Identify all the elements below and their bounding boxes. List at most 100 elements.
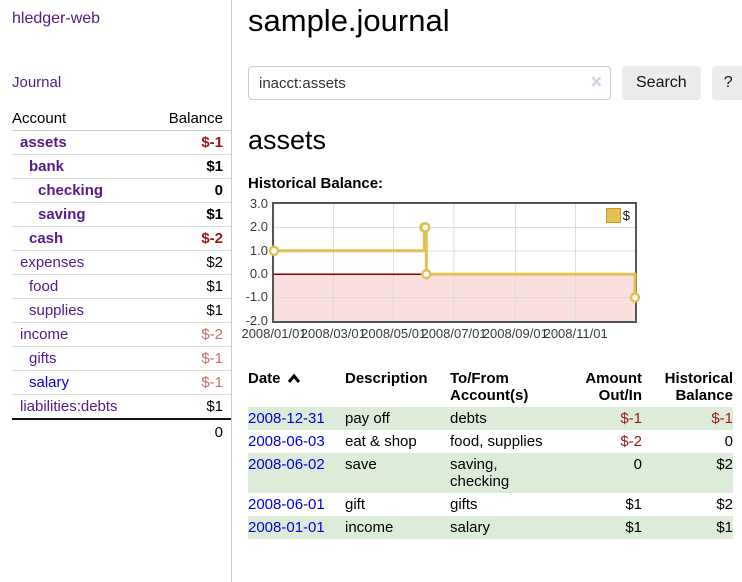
account-link[interactable]: salary [29,374,70,391]
account-balance: $-1 [201,350,223,367]
legend-swatch [605,207,621,223]
register-header-accounts: To/From Account(s) [450,369,529,404]
x-tick-label: 2008/05/01 [361,325,427,341]
main-content: sample.journal × Search ? assets Histori… [232,0,742,582]
account-link[interactable]: liabilities:debts [20,398,118,415]
account-balance: $-1 [201,134,223,151]
y-tick-label: -1.0 [245,289,268,305]
account-row: liabilities:debts $1 [12,394,231,420]
account-link[interactable]: checking [38,182,104,199]
chart-plot-area: $ 3.0 2.0 1.0 0.0 -1.0 -2.0 2008/01/01 2008/03… [241,196,641,341]
transaction-accounts-text: debts [450,409,487,427]
x-tick-label: 2008/03/01 [300,325,366,341]
account-name-cell: checking [12,179,150,203]
transaction-date-link[interactable]: 2008-06-03 [248,432,325,450]
chart-legend: $ [603,206,632,224]
account-heading: assets [248,125,327,156]
account-row: income $-2 [12,322,231,347]
x-tick-label: 2008/09/01 [482,325,548,341]
transaction-amount: $-2 [620,432,642,450]
sidebar-item-journal[interactable]: Journal [12,74,62,91]
transaction-accounts-text: saving, checking [450,455,510,490]
y-tick-label: 2.0 [249,219,268,235]
account-link[interactable]: food [29,278,59,295]
accounts-total-value: 0 [214,424,223,441]
transaction-date-cell: 2008-12-31 [248,407,345,430]
x-tick-label: 2008/01/01 [241,325,307,341]
transaction-description: save [345,455,377,473]
account-row: bank $1 [12,154,231,179]
chart-canvas [268,203,641,321]
transaction-date-link[interactable]: 2008-06-01 [248,495,325,513]
account-row: assets $-1 [12,131,231,155]
account-link[interactable]: bank [29,158,65,175]
transaction-date-cell: 2008-06-02 [248,453,345,493]
table-row: 2008-01-01 income salary $1 $1 [248,515,733,539]
account-balance: $1 [206,278,223,295]
accounts-header-balance: Balance [149,107,231,131]
transaction-description: eat & shop [345,432,417,450]
table-row: 2008-06-03 eat & shop food, supplies $-2 0 [248,430,733,453]
x-tick-label: 2008/11/01 [543,325,608,341]
transaction-amount: $1 [625,495,642,513]
transaction-date-link[interactable]: 2008-12-31 [248,409,325,427]
search-button[interactable]: Search [622,66,701,101]
transaction-accounts: food, supplies [450,430,580,453]
account-name-cell: bank [12,155,150,179]
account-row: salary $-1 [12,370,231,395]
accounts-total-row: 0 [12,419,231,444]
transaction-balance: $-1 [711,409,733,427]
transaction-balance: $1 [716,518,733,536]
account-link[interactable]: gifts [29,350,57,367]
transaction-description: gift [345,495,366,513]
transaction-amount: $1 [625,518,642,536]
account-name-cell: supplies [12,299,150,323]
account-link[interactable]: saving [38,206,86,223]
account-balance: $-1 [201,374,223,391]
transaction-balance: $2 [716,495,733,513]
sort-ascending-icon [287,373,300,383]
accounts-table-body: assets $-1 bank $1 checking 0 saving $1 cash $-2 e… [12,131,231,420]
account-link[interactable]: assets [20,134,67,151]
account-balance: $1 [206,302,223,319]
account-row: supplies $1 [12,298,231,323]
account-name-cell: cash [12,227,150,251]
account-balance: 0 [214,182,223,199]
account-row: expenses $2 [12,250,231,275]
register-header-date[interactable]: Date [248,367,345,407]
clear-search-icon[interactable]: × [590,72,602,94]
table-row: 2008-06-01 gift gifts $1 $2 [248,493,733,516]
account-name-cell: food [12,275,150,299]
account-name-cell: gifts [12,347,150,371]
chart-title: Historical Balance: [248,174,384,192]
transaction-date-cell: 2008-01-01 [248,516,345,539]
historical-balance-chart: $ 3.0 2.0 1.0 0.0 -1.0 -2.0 2008/01/01 2008/03… [241,196,641,341]
account-link[interactable]: expenses [20,254,85,271]
account-link[interactable]: supplies [29,302,85,319]
y-tick-label: -2.0 [245,312,268,328]
register-header-amount: Amount Out/In [585,369,642,404]
account-balance: $1 [206,206,223,223]
y-tick-label: 0.0 [249,265,268,281]
search-input[interactable] [248,66,611,101]
account-row: gifts $-1 [12,346,231,371]
accounts-header-row: Account Balance [12,107,231,131]
account-balance: $-2 [201,230,223,247]
transaction-date-link[interactable]: 2008-06-02 [248,455,325,473]
account-link[interactable]: income [20,326,69,343]
account-name-cell: income [12,323,150,347]
account-row: cash $-2 [12,226,231,251]
transaction-accounts-text: food, supplies [450,432,543,450]
account-link[interactable]: cash [29,230,64,247]
account-name-cell: salary [12,371,150,395]
help-button[interactable]: ? [711,66,742,101]
transaction-description: pay off [345,409,390,427]
table-row: 2008-12-31 pay off debts $-1 $-1 [248,406,733,430]
app-title-link[interactable]: hledger-web [12,10,101,27]
search-box: × [248,66,611,101]
transaction-accounts: debts [450,407,580,430]
transaction-date-link[interactable]: 2008-01-01 [248,518,325,536]
y-tick-label: 1.0 [249,242,268,258]
transaction-balance: 0 [724,432,733,450]
transaction-balance: $2 [716,455,733,473]
